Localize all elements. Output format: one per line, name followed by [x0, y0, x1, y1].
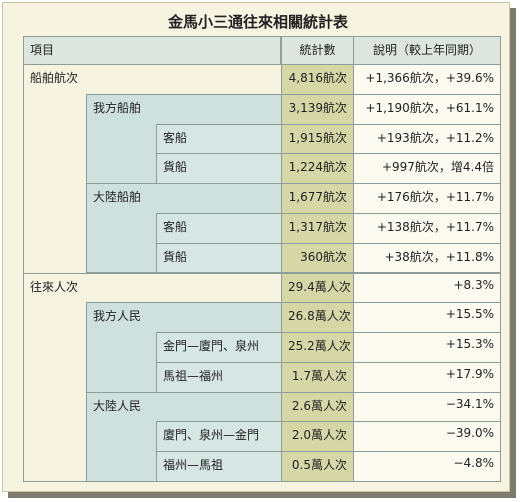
- stat-value: 4,816航次: [281, 64, 354, 95]
- panel: 金馬小三通往來相關統計表 項目 統計數 說明（較上年同期） 船舶航次 4,816航次 +1…: [2, 2, 510, 492]
- stat-value: 2.0萬人次: [281, 421, 354, 453]
- title: 金馬小三通往來相關統計表: [167, 13, 348, 31]
- item-label: 貨船: [156, 153, 282, 185]
- header-note: 說明（較上年同期）: [353, 36, 501, 65]
- stat-value: 0.5萬人次: [281, 451, 354, 482]
- item-label: 客船: [156, 123, 282, 155]
- note: +15.5%: [353, 302, 501, 334]
- stat-value: 25.2萬人次: [281, 332, 354, 363]
- note: +997航次，增4.4倍: [353, 153, 501, 185]
- stat-value: 1,677航次: [281, 183, 354, 214]
- stat-value: 26.8萬人次: [281, 302, 354, 334]
- stat-value: 2.6萬人次: [281, 391, 354, 423]
- item-label: 貨船: [156, 242, 282, 274]
- note: +38航次，+11.8%: [353, 242, 501, 274]
- stat-value: 1,915航次: [281, 123, 354, 155]
- note: +1,366航次，+39.6%: [353, 64, 501, 95]
- header-item: 項目: [23, 36, 281, 65]
- stat-value: 1,224航次: [281, 153, 354, 185]
- item-label: 福州—馬祖: [156, 451, 282, 482]
- note: −34.1%: [353, 391, 501, 423]
- note: +8.3%: [353, 272, 501, 304]
- note: +15.3%: [353, 332, 501, 363]
- note: +17.9%: [353, 361, 501, 393]
- item-label: 馬祖—福州: [156, 361, 282, 393]
- stat-value: 29.4萬人次: [281, 272, 354, 304]
- note: −4.8%: [353, 451, 501, 482]
- note: +1,190航次，+61.1%: [353, 93, 501, 125]
- note: +176航次，+11.7%: [353, 183, 501, 214]
- note: −39.0%: [353, 421, 501, 453]
- item-label: 客船: [156, 212, 282, 244]
- item-label: 廈門、泉州—金門: [156, 421, 282, 453]
- note: +138航次，+11.7%: [353, 212, 501, 244]
- stat-value: 1,317航次: [281, 212, 354, 244]
- stat-value: 1.7萬人次: [281, 361, 354, 393]
- header-value: 統計數: [281, 36, 354, 65]
- stat-value: 3,139航次: [281, 93, 354, 125]
- item-label: 金門—廈門、泉州: [156, 332, 282, 363]
- stat-value: 360航次: [281, 242, 354, 274]
- note: +193航次，+11.2%: [353, 123, 501, 155]
